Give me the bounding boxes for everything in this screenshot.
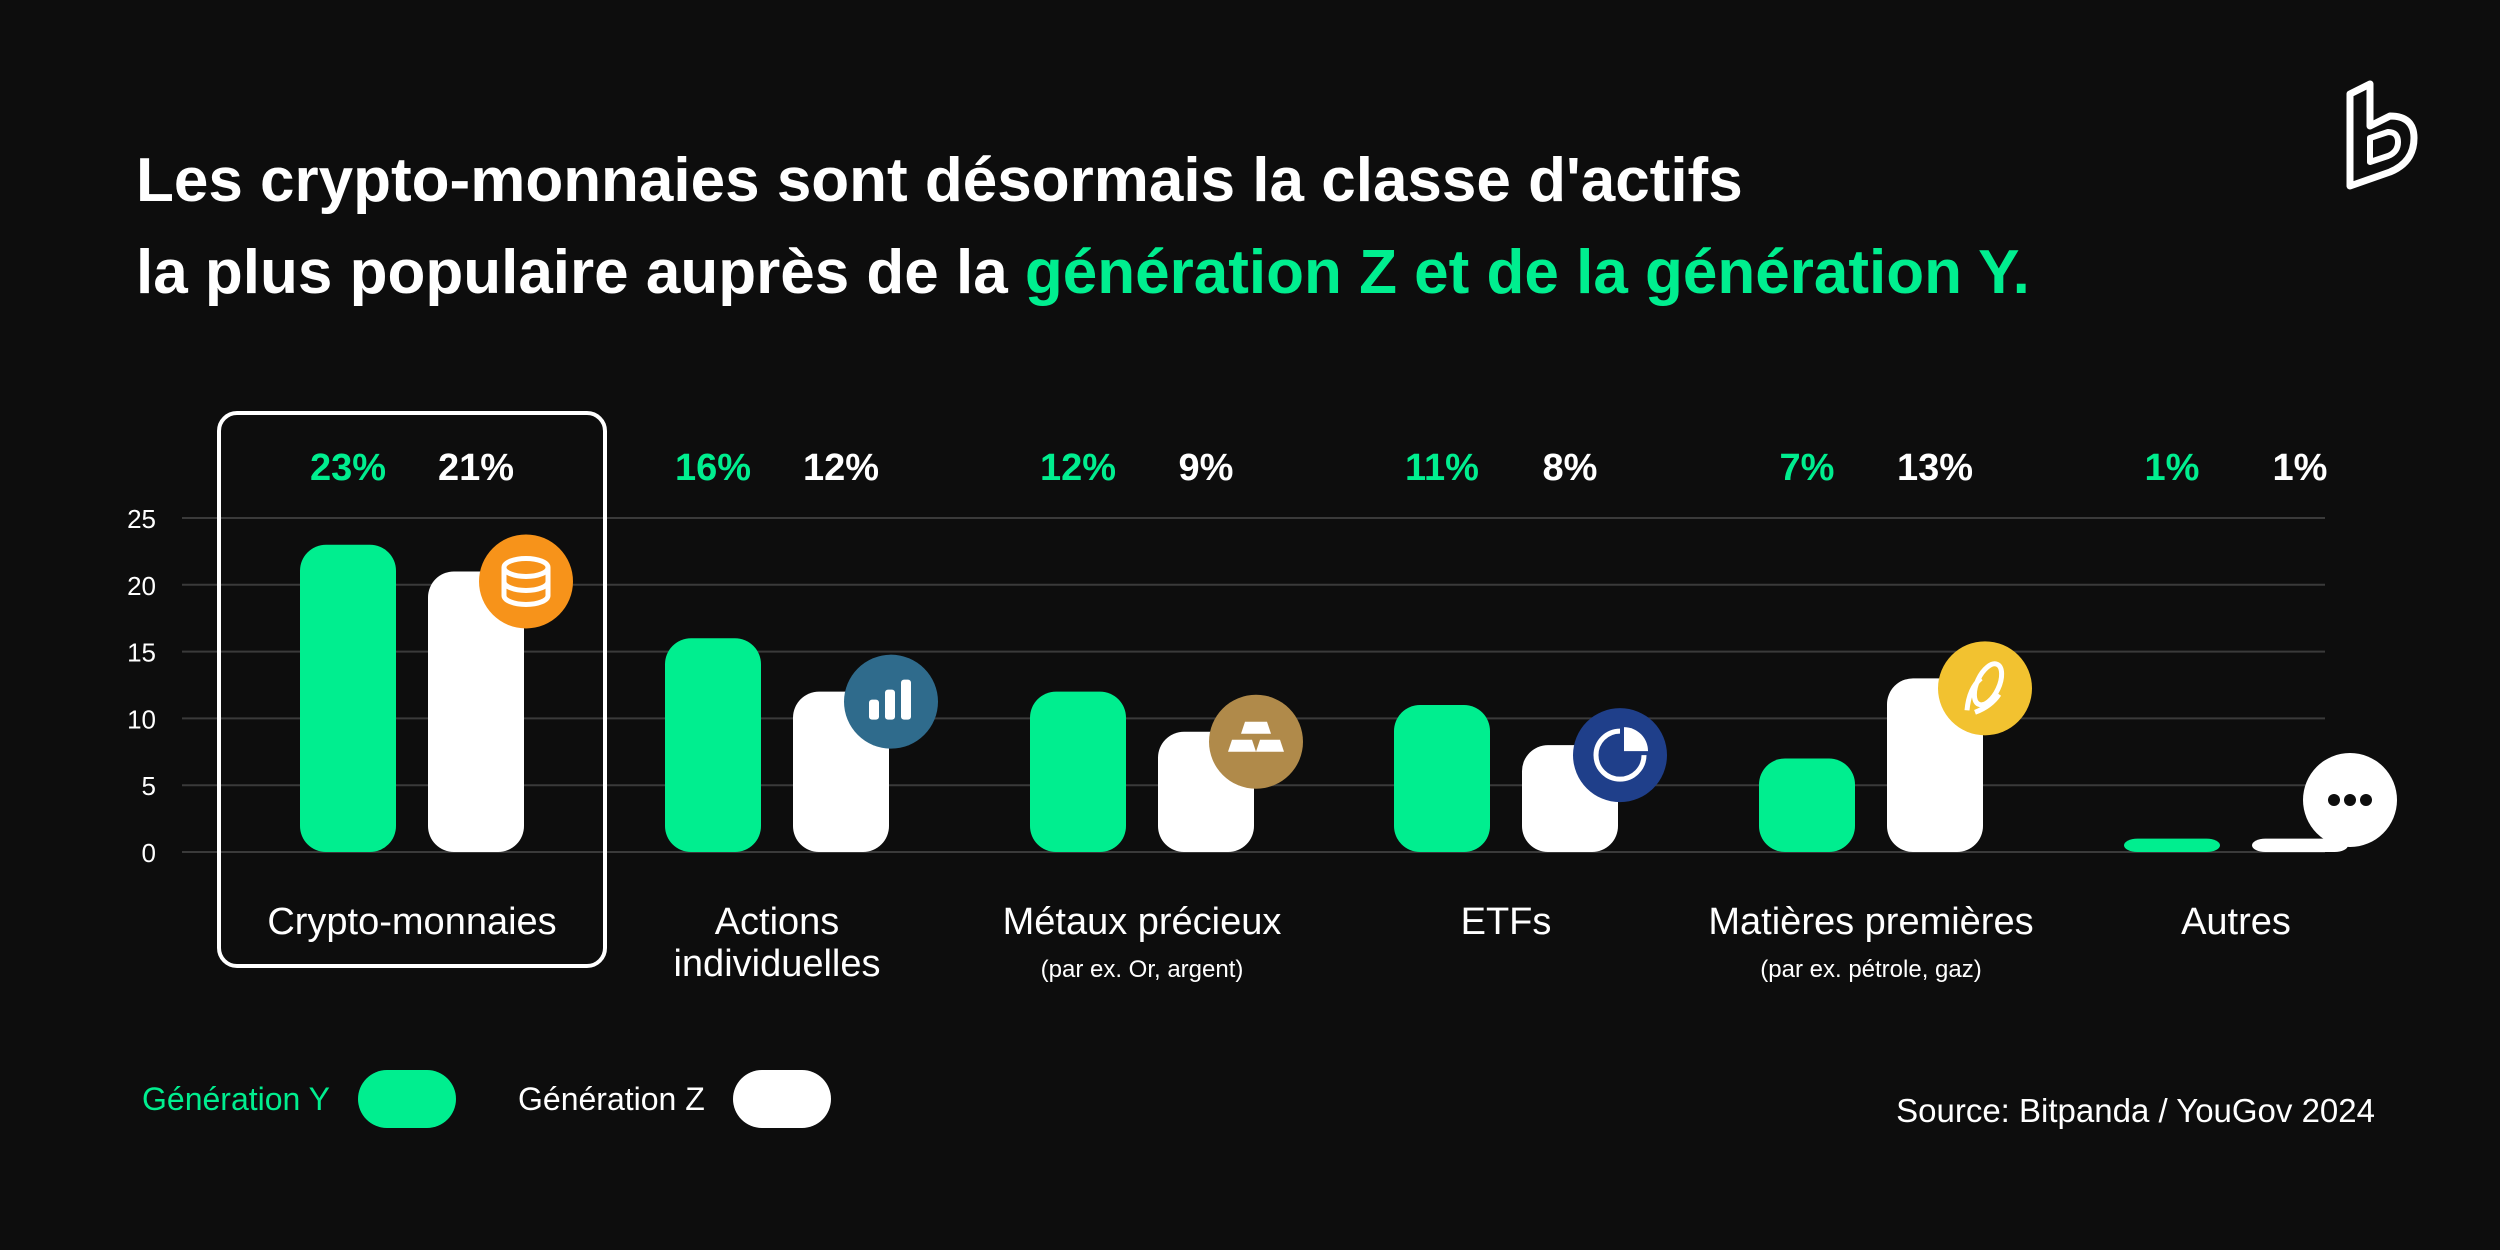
category-label: Autres xyxy=(2181,901,2291,943)
bar-generation-y xyxy=(2124,838,2220,852)
y-tick-label: 5 xyxy=(142,771,156,801)
data-label-generation-y: 7% xyxy=(1780,447,1835,489)
y-tick-label: 20 xyxy=(127,571,156,601)
category-group: 12% 9% Métaux précieux (par ex. Or, argent) xyxy=(1003,447,1282,983)
category-label: ETFs xyxy=(1461,901,1552,943)
category-group: 23% 21% Crypto-monnaies xyxy=(267,447,556,943)
bar-chart-icon xyxy=(844,654,938,749)
data-label-generation-z: 1% xyxy=(2273,447,2328,489)
chart-title: Les crypto-monnaies sont désormais la cl… xyxy=(136,135,2286,319)
category-sublabel: (par ex. pétrole, gaz) xyxy=(1760,956,1981,983)
category-label: Actions xyxy=(715,901,840,943)
y-tick-label: 25 xyxy=(127,504,156,534)
legend-generation-y-swatch xyxy=(357,1070,456,1128)
category-label: Crypto-monnaies xyxy=(267,901,556,943)
data-label-generation-z: 8% xyxy=(1543,447,1598,489)
category-group: 1% 1% Autres xyxy=(2124,447,2348,943)
y-tick-label: 10 xyxy=(127,704,156,734)
data-label-generation-z: 9% xyxy=(1179,447,1234,489)
data-label-generation-y: 23% xyxy=(310,447,386,489)
data-label-generation-z: 21% xyxy=(438,447,514,489)
category-label: Matières premières xyxy=(1708,901,2033,943)
category-sublabel: (par ex. Or, argent) xyxy=(1041,956,1244,983)
legend-generation-y-label: Génération Y xyxy=(142,1080,330,1117)
bar-generation-y xyxy=(1030,691,1126,852)
data-label-generation-y: 11% xyxy=(1405,447,1479,489)
gold-bars-icon xyxy=(1209,694,1303,789)
category-label: Métaux précieux xyxy=(1003,901,1282,943)
bar-generation-y xyxy=(1394,705,1490,852)
data-label-generation-y: 16% xyxy=(675,447,751,489)
ellipsis-icon xyxy=(2303,753,2397,847)
title-line-2-accent: génération Z et de la génération Y. xyxy=(1024,238,2030,307)
legend-generation-z-swatch xyxy=(732,1070,831,1128)
bitpanda-logo-icon xyxy=(2346,80,2418,190)
title-line-1: Les crypto-monnaies sont désormais la cl… xyxy=(136,146,1743,215)
bar-generation-z xyxy=(428,571,524,852)
source-note: Source: Bitpanda / YouGov 2024 xyxy=(1896,1092,2375,1129)
bar-generation-y xyxy=(1759,758,1855,852)
title-line-2-prefix: la plus populaire auprès de la xyxy=(136,238,1025,307)
data-label-generation-y: 1% xyxy=(2145,447,2200,489)
legend-generation-y: Génération Y xyxy=(142,1068,456,1130)
category-label: individuelles xyxy=(673,943,880,985)
bar-generation-y xyxy=(300,544,396,852)
data-label-generation-z: 13% xyxy=(1897,447,1973,489)
pie-chart-icon xyxy=(1573,708,1667,803)
data-label-generation-z: 12% xyxy=(803,447,879,489)
highlight-box xyxy=(217,411,607,968)
data-label-generation-y: 12% xyxy=(1040,447,1116,489)
title-line-2: la plus populaire auprès de la génératio… xyxy=(136,227,2286,319)
legend-generation-z-label: Génération Z xyxy=(518,1080,705,1117)
y-tick-label: 0 xyxy=(142,838,156,868)
category-group: 11% 8% ETFs xyxy=(1394,447,1618,943)
y-tick-label: 15 xyxy=(127,638,156,668)
bar-generation-z xyxy=(2252,838,2348,852)
bar-generation-y xyxy=(665,638,761,852)
legend-generation-z: Génération Z xyxy=(518,1068,831,1130)
corn-icon xyxy=(1938,641,2032,736)
coins-icon xyxy=(479,534,573,629)
